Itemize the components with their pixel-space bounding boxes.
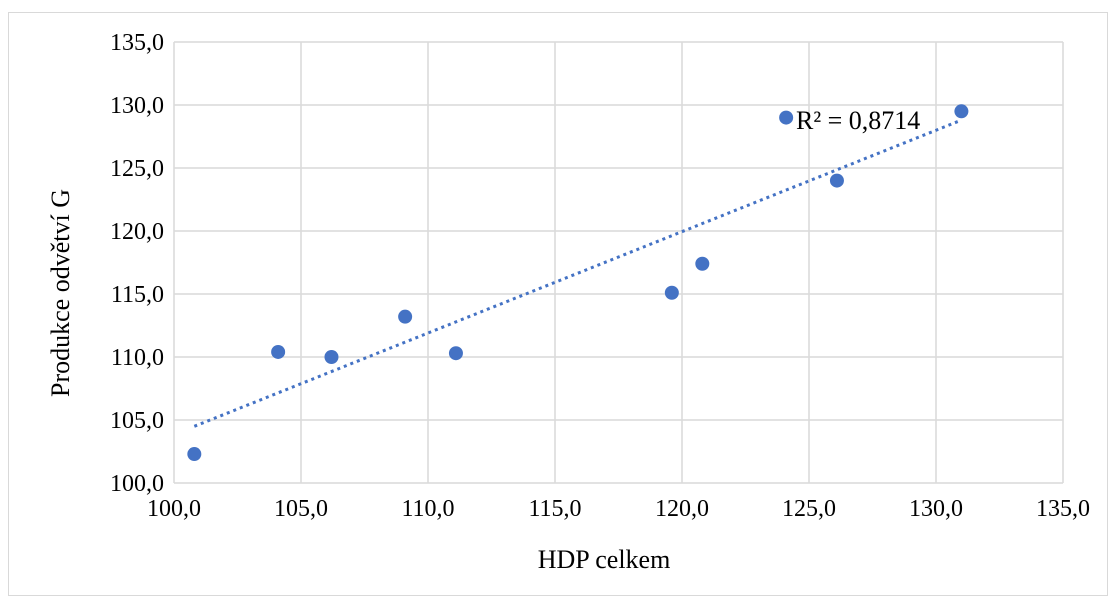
data-point [324, 350, 339, 364]
data-point [829, 173, 844, 188]
data-point [664, 285, 679, 300]
data-point [695, 256, 710, 271]
r-squared-annotation: R² = 0,8714 [796, 106, 920, 135]
data-point [187, 447, 202, 462]
x-tick-label: 120,0 [655, 496, 709, 522]
x-tick-label: 135,0 [1036, 496, 1090, 522]
y-tick-label: 105,0 [110, 408, 164, 434]
x-tick-label: 130,0 [909, 496, 963, 522]
trendline [193, 118, 962, 428]
trendline-group [193, 118, 962, 428]
y-tick-label: 130,0 [110, 93, 164, 119]
x-tick-label: 110,0 [401, 496, 454, 522]
data-point [448, 346, 463, 361]
gridlines [173, 41, 1064, 484]
x-tick-labels: 100,0 105,0 110,0 115,0 120,0 125,0 130,0 135,0 [147, 496, 1090, 522]
x-tick-label: 115,0 [528, 496, 581, 522]
x-tick-label: 125,0 [782, 496, 836, 522]
chart-frame [8, 12, 1108, 596]
data-points [187, 104, 969, 462]
y-tick-label: 115,0 [111, 282, 164, 308]
data-point [271, 344, 286, 359]
y-tick-label: 110,0 [111, 345, 164, 371]
y-tick-label: 120,0 [110, 219, 164, 245]
data-point [779, 110, 794, 125]
y-tick-label: 125,0 [110, 156, 164, 182]
data-point [398, 309, 413, 324]
y-axis-title: Produkce odvětví G [46, 189, 75, 397]
x-axis-title: HDP celkem [538, 545, 671, 574]
y-tick-labels: 100,0 105,0 110,0 115,0 120,0 125,0 130,0 135,0 [110, 30, 164, 497]
x-tick-label: 100,0 [147, 496, 201, 522]
y-tick-label: 135,0 [110, 30, 164, 56]
data-point [954, 104, 969, 119]
x-tick-label: 105,0 [274, 496, 328, 522]
y-tick-label: 100,0 [110, 471, 164, 497]
